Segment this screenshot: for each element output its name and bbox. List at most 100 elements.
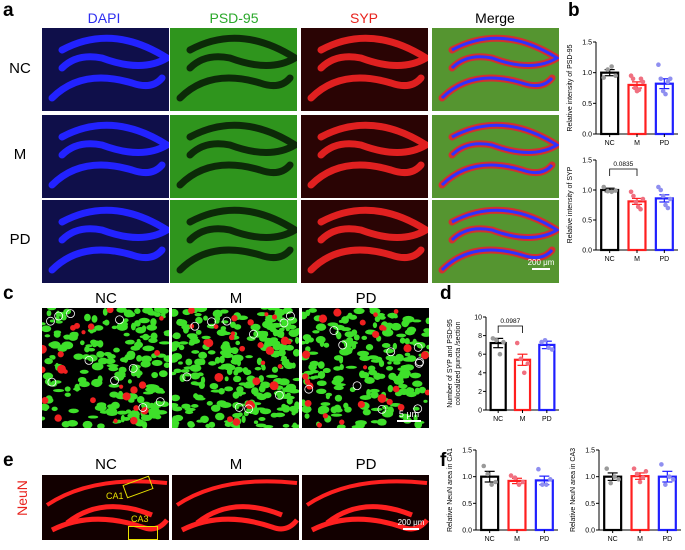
y-tick-label: 0.5: [462, 501, 472, 508]
colocalization-circle: [54, 311, 64, 321]
psd95-punctum: [260, 363, 266, 368]
psd95-punctum: [232, 413, 242, 418]
y-tick-label: 2: [478, 389, 482, 396]
psd95-punctum: [210, 404, 221, 412]
puncta-image-m: [172, 308, 299, 428]
psd95-punctum: [127, 339, 135, 345]
psd95-punctum: [291, 424, 299, 428]
data-point: [601, 75, 607, 80]
psd95-punctum: [142, 308, 154, 314]
psd95-punctum: [51, 406, 58, 412]
psd95-punctum: [233, 324, 242, 330]
panel-label-e: e: [3, 450, 14, 471]
psd95-punctum: [126, 350, 136, 359]
micrograph-nc-merge: [432, 28, 559, 111]
psd95-punctum: [351, 342, 357, 350]
psd95-punctum: [389, 312, 396, 319]
psd95-punctum: [364, 376, 375, 384]
syp-punctum: [379, 324, 386, 331]
syp-punctum: [87, 323, 95, 330]
psd95-punctum: [246, 336, 256, 341]
psd95-punctum: [136, 355, 143, 362]
y-tick-label: 0.5: [582, 101, 592, 108]
psd95-punctum: [406, 326, 417, 334]
syp-punctum: [42, 366, 46, 373]
row-label-m: M: [13, 146, 27, 163]
psd95-punctum: [274, 350, 280, 358]
psd95-punctum: [250, 323, 261, 331]
psd95-punctum: [107, 353, 116, 360]
psd95-punctum: [163, 330, 169, 336]
data-point: [542, 337, 548, 343]
ca3-region-box: [128, 526, 158, 540]
psd95-punctum: [150, 384, 160, 392]
column-header-syp: SYP: [349, 10, 378, 26]
psd95-punctum: [224, 386, 234, 392]
syp-punctum: [373, 312, 378, 317]
psd95-punctum: [278, 327, 285, 332]
syp-punctum: [265, 346, 275, 355]
data-point: [481, 463, 487, 469]
cell-layer: [307, 34, 428, 102]
psd95-punctum: [412, 406, 420, 411]
psd95-punctum: [190, 381, 199, 386]
psd95-punctum: [172, 415, 178, 423]
syp-punctum: [133, 405, 140, 412]
psd95-punctum: [51, 380, 62, 384]
neun-image-pd: [302, 475, 429, 540]
p-value-label: 0.0987: [500, 318, 520, 325]
psd95-punctum: [372, 322, 378, 329]
colocalization-circle: [190, 321, 200, 331]
psd95-punctum: [149, 402, 155, 409]
data-point: [633, 199, 639, 205]
psd95-punctum: [194, 313, 202, 317]
cell-layer: [176, 121, 297, 189]
psd95-punctum: [254, 366, 262, 371]
psd95-punctum: [91, 362, 104, 371]
psd95-punctum: [399, 369, 411, 378]
cell-layer: [48, 34, 169, 102]
y-tick-label: 1.5: [582, 158, 592, 165]
data-point: [667, 76, 673, 82]
psd95-punctum: [119, 357, 129, 363]
psd95-punctum: [84, 346, 90, 353]
data-point: [601, 184, 607, 190]
syp-punctum: [130, 416, 138, 425]
psd95-punctum: [282, 387, 293, 393]
syp-punctum: [159, 316, 164, 321]
colocalization-circle: [274, 390, 284, 400]
psd95-punctum: [82, 420, 93, 428]
syp-punctum: [203, 339, 210, 346]
psd95-punctum: [245, 355, 253, 359]
cell-layer: [176, 206, 297, 274]
psd95-punctum: [260, 308, 269, 310]
psd95-punctum: [118, 374, 126, 378]
chart-syp-intensity: 0.0 0.5 1.0 1.5 Relative intensity of SYP NC M…: [567, 158, 678, 263]
psd95-punctum: [198, 351, 208, 359]
psd95-punctum: [370, 391, 379, 399]
syp-punctum: [187, 308, 195, 314]
psd95-punctum: [48, 342, 58, 348]
psd95-punctum: [282, 308, 293, 315]
psd95-punctum: [120, 414, 125, 423]
dapi-overlay: [440, 123, 559, 187]
chart-psd95-intensity: 0.0 0.5 1.0 1.5 Relative intensity of PSD-95…: [567, 40, 678, 147]
psd95-punctum: [116, 410, 128, 415]
psd95-punctum: [151, 372, 158, 378]
syp-punctum: [189, 323, 195, 329]
psd95-punctum: [316, 388, 327, 394]
colocalization-circle: [47, 377, 57, 387]
psd95-punctum: [399, 337, 406, 344]
psd95-punctum: [44, 358, 53, 365]
psd95-punctum: [347, 312, 353, 318]
cell-layer: [307, 206, 428, 274]
syp-punctum: [363, 365, 368, 370]
psd95-punctum: [235, 340, 241, 346]
psd95-punctum: [278, 330, 285, 339]
micrograph-m-dapi: [42, 115, 169, 198]
syp-punctum: [63, 369, 68, 374]
data-point: [605, 188, 610, 194]
syp-punctum: [73, 322, 81, 329]
psd95-punctum: [224, 422, 233, 427]
